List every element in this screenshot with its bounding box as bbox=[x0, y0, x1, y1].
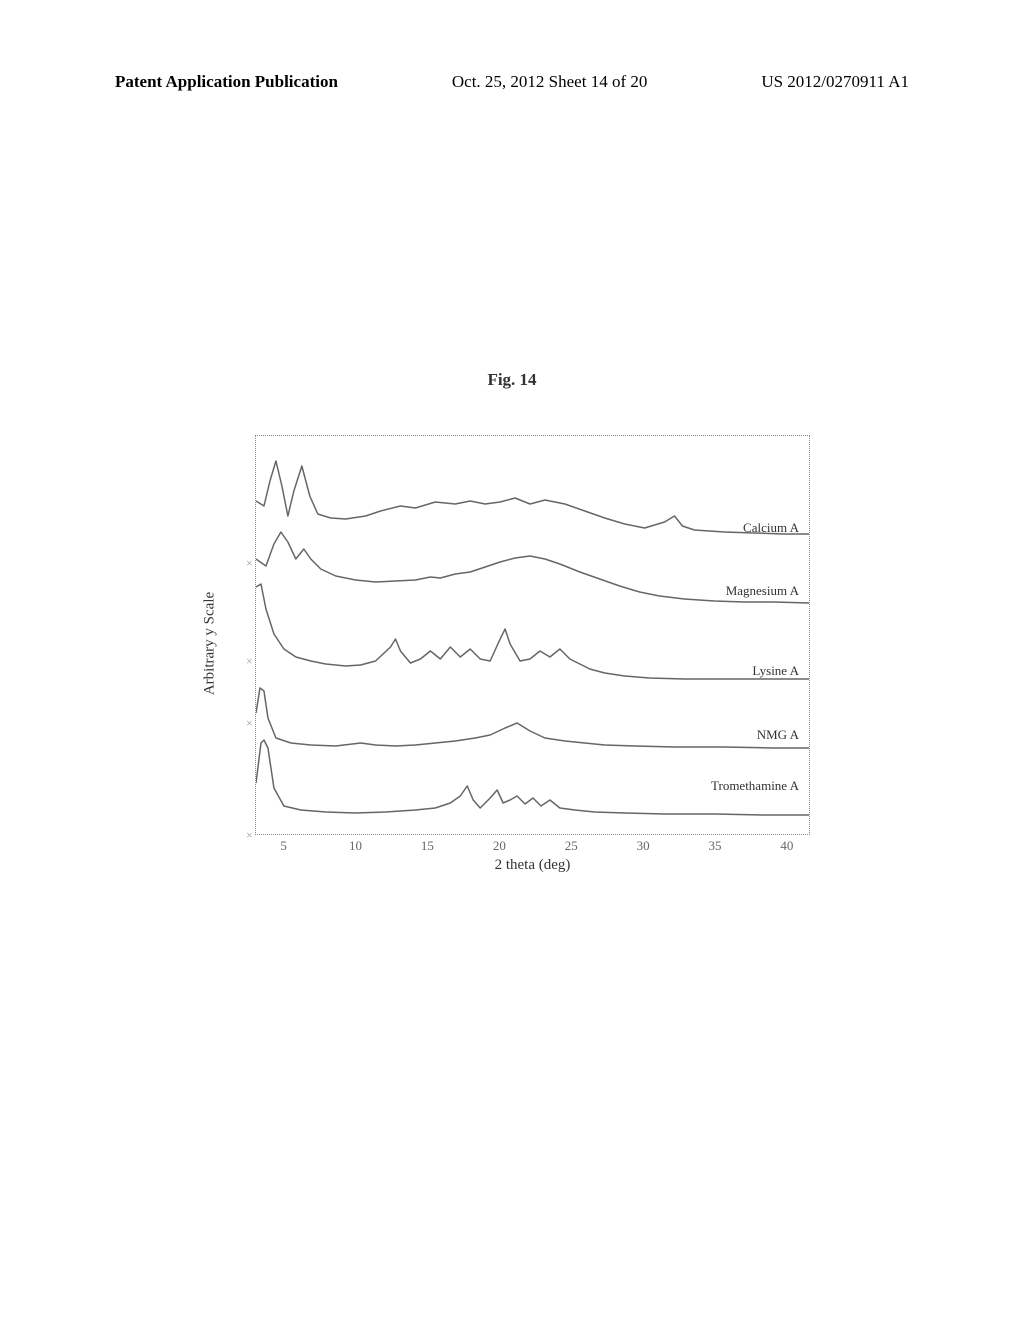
y-marker: × bbox=[246, 556, 253, 571]
series-label: Calcium A bbox=[743, 520, 799, 536]
series-label: Lysine A bbox=[752, 663, 799, 679]
x-tick: 5 bbox=[280, 838, 287, 854]
series-label: NMG A bbox=[757, 727, 799, 743]
header-date-sheet: Oct. 25, 2012 Sheet 14 of 20 bbox=[452, 72, 647, 92]
x-tick: 15 bbox=[421, 838, 434, 854]
y-marker: × bbox=[246, 828, 253, 843]
header-publication-type: Patent Application Publication bbox=[115, 72, 338, 92]
x-tick: 10 bbox=[349, 838, 362, 854]
y-marker: × bbox=[246, 716, 253, 731]
x-tick: 40 bbox=[780, 838, 793, 854]
series-label: Magnesium A bbox=[726, 583, 799, 599]
x-tick: 30 bbox=[637, 838, 650, 854]
x-tick: 35 bbox=[708, 838, 721, 854]
y-marker: × bbox=[246, 654, 253, 669]
header-patent-number: US 2012/0270911 A1 bbox=[761, 72, 909, 92]
series-label: Tromethamine A bbox=[711, 778, 799, 794]
xrd-chart: Arbitrary y Scale × × × × Calcium AMagne… bbox=[215, 435, 810, 875]
figure-label: Fig. 14 bbox=[487, 370, 536, 390]
x-tick: 25 bbox=[565, 838, 578, 854]
chart-plot-area: × × × × Calcium AMagnesium ALysine ANMG … bbox=[255, 435, 810, 835]
x-tick: 20 bbox=[493, 838, 506, 854]
y-axis-label: Arbitrary y Scale bbox=[202, 592, 219, 695]
x-axis-label: 2 theta (deg) bbox=[495, 857, 571, 874]
page-header: Patent Application Publication Oct. 25, … bbox=[0, 72, 1024, 92]
